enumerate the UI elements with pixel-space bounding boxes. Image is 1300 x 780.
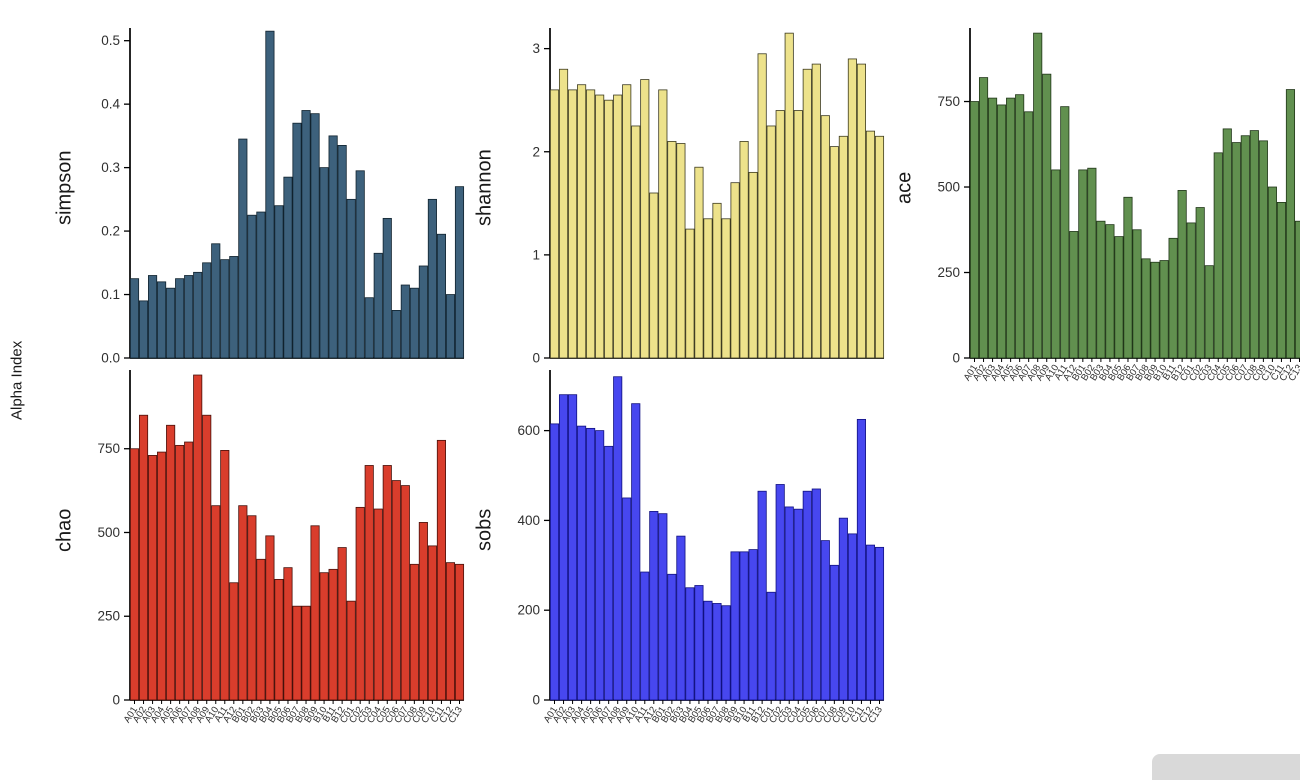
- facet-label-simpson: simpson: [53, 150, 76, 226]
- panel-simpson: simpson 0.0 0.1 0.2 0.3 0.4 0.5: [50, 18, 470, 366]
- svg-text:0.5: 0.5: [101, 33, 120, 48]
- svg-text:0.1: 0.1: [101, 287, 120, 302]
- panel-ace: ace 0 250 500 750 A01 A02 A03 A04 A05 A06 A07 A08 A0…: [890, 18, 1300, 422]
- svg-text:400: 400: [517, 513, 540, 528]
- facet-label-sobs: sobs: [473, 508, 496, 552]
- svg-text:250: 250: [97, 609, 120, 624]
- chart-simpson: 0.0 0.1 0.2 0.3 0.4 0.5: [101, 28, 465, 366]
- corner-overlay: [1152, 754, 1300, 780]
- facet-label-ace: ace: [893, 171, 916, 205]
- svg-text:0.2: 0.2: [101, 224, 120, 239]
- svg-text:3: 3: [532, 41, 540, 56]
- svg-text:0: 0: [532, 693, 540, 708]
- figure-y-axis-label: Alpha Index: [8, 340, 26, 420]
- svg-text:1: 1: [532, 247, 540, 262]
- panel-chao: chao 0 250 500 750 A01 A02 A03 A04 A05 A06 A07 A08 A…: [50, 360, 470, 764]
- svg-text:250: 250: [937, 265, 960, 280]
- chart-shannon: 0 1 2 3: [532, 28, 885, 366]
- panel-shannon: shannon 0 1 2 3: [470, 18, 890, 366]
- svg-text:750: 750: [97, 441, 120, 456]
- panel-sobs: sobs 0 200 400 600 A01 A02 A03 A04 A05 A06 A07 A08 A…: [470, 360, 890, 764]
- svg-text:0.0: 0.0: [101, 351, 120, 366]
- facet-label-chao: chao: [53, 508, 76, 552]
- svg-text:600: 600: [517, 423, 540, 438]
- chart-chao: 0250500750A01A02A03A04A05A06A07A08A09A10…: [97, 370, 465, 725]
- chart-ace: 0250500750A01A02A03A04A05A06A07A08A09A10…: [937, 28, 1300, 383]
- svg-text:500: 500: [937, 180, 960, 195]
- svg-text:0: 0: [952, 351, 960, 366]
- svg-text:0.3: 0.3: [101, 160, 120, 175]
- svg-text:0: 0: [532, 351, 540, 366]
- svg-text:0: 0: [112, 693, 120, 708]
- svg-text:0.4: 0.4: [101, 97, 120, 112]
- svg-text:200: 200: [517, 603, 540, 618]
- chart-sobs: 0200400600A01A02A03A04A05A06A07A08A09A10…: [517, 370, 885, 725]
- svg-text:750: 750: [937, 94, 960, 109]
- svg-text:2: 2: [532, 144, 540, 159]
- svg-text:500: 500: [97, 525, 120, 540]
- facet-label-shannon: shannon: [473, 149, 496, 227]
